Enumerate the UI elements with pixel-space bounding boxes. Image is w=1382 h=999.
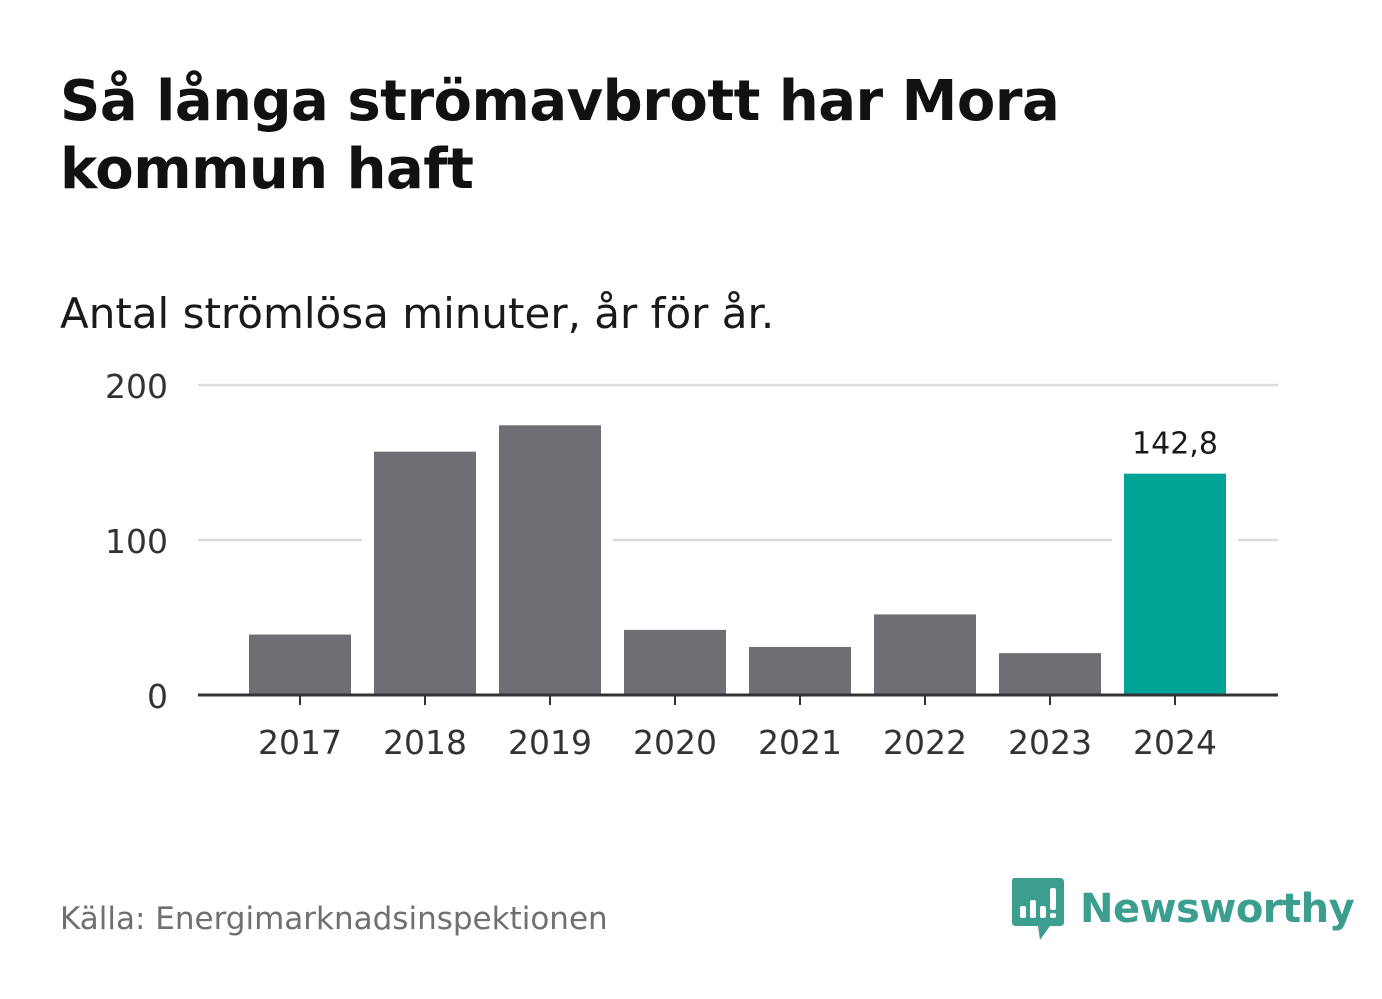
x-tick-label: 2018 bbox=[383, 723, 467, 762]
x-tick-label: 2022 bbox=[883, 723, 967, 762]
y-tick-label: 200 bbox=[105, 367, 168, 406]
source-note: Källa: Energimarknadsinspektionen bbox=[60, 901, 608, 937]
x-tick-label: 2024 bbox=[1133, 723, 1217, 762]
x-tick-label: 2020 bbox=[633, 723, 717, 762]
newsworthy-logo-icon bbox=[1012, 878, 1064, 940]
bar bbox=[624, 629, 726, 695]
y-tick-label: 100 bbox=[105, 522, 168, 561]
bar-highlight bbox=[1124, 473, 1226, 695]
bar bbox=[374, 451, 476, 695]
bar bbox=[249, 634, 351, 695]
x-tick-label: 2023 bbox=[1008, 723, 1092, 762]
bar bbox=[499, 425, 601, 695]
brand-name: Newsworthy bbox=[1080, 886, 1355, 932]
data-label: 142,8 bbox=[1132, 427, 1218, 462]
y-tick-label: 0 bbox=[147, 677, 168, 716]
bar bbox=[874, 614, 976, 695]
x-tick-label: 2021 bbox=[758, 723, 842, 762]
bar bbox=[999, 653, 1101, 695]
chart-subtitle: Antal strömlösa minuter, år för år. bbox=[60, 289, 775, 338]
bar bbox=[749, 646, 851, 695]
x-tick-label: 2017 bbox=[258, 723, 342, 762]
brand-logo: Newsworthy bbox=[1010, 876, 1355, 942]
chart-title: Så långa strömavbrott har Mora kommun ha… bbox=[60, 69, 1060, 202]
x-tick-label: 2019 bbox=[508, 723, 592, 762]
